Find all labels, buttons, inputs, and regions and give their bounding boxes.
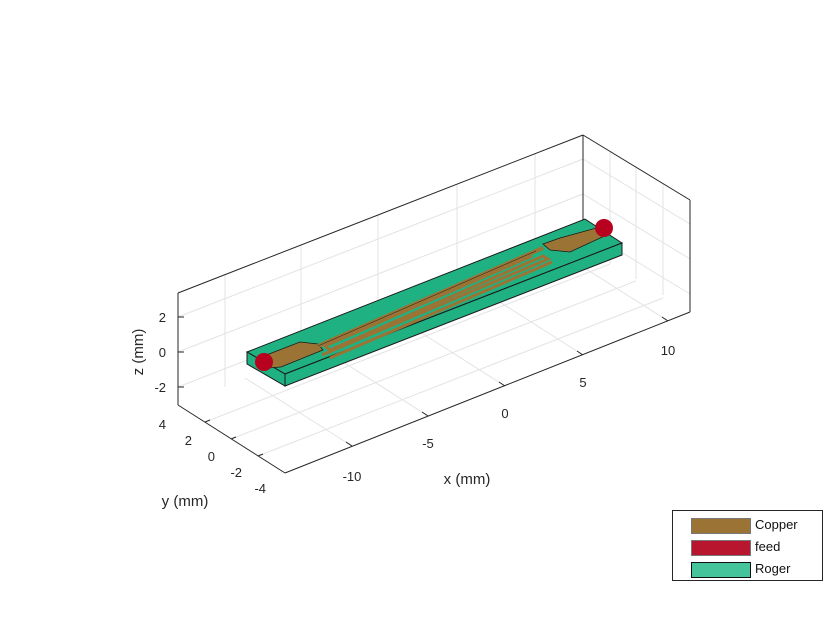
y-tick: 4 xyxy=(159,417,166,432)
feed-right xyxy=(595,219,613,237)
y-tick: 2 xyxy=(185,433,192,448)
x-tick: -5 xyxy=(422,436,434,451)
legend-swatch xyxy=(691,562,751,578)
copper-traces xyxy=(255,226,612,369)
x-axis-label: x (mm) xyxy=(444,471,491,488)
y-axis-label: y (mm) xyxy=(162,493,209,510)
axes-box xyxy=(177,134,691,474)
legend-swatch xyxy=(691,540,751,556)
feed-left xyxy=(255,353,273,371)
z-axis-label: z (mm) xyxy=(130,329,147,376)
z-tick: 0 xyxy=(159,345,166,360)
z-tick: 2 xyxy=(159,310,166,325)
x-tick: -10 xyxy=(343,469,362,484)
legend-swatch xyxy=(691,518,751,534)
legend: Copper feed Roger xyxy=(672,510,823,581)
z-tick: -2 xyxy=(154,380,166,395)
x-tick: 5 xyxy=(579,375,586,390)
y-tick: 0 xyxy=(208,449,215,464)
x-tick: 0 xyxy=(501,406,508,421)
y-tick: -4 xyxy=(254,481,266,496)
y-tick: -2 xyxy=(230,465,242,480)
x-tick: 10 xyxy=(661,343,675,358)
ticks xyxy=(178,316,669,457)
